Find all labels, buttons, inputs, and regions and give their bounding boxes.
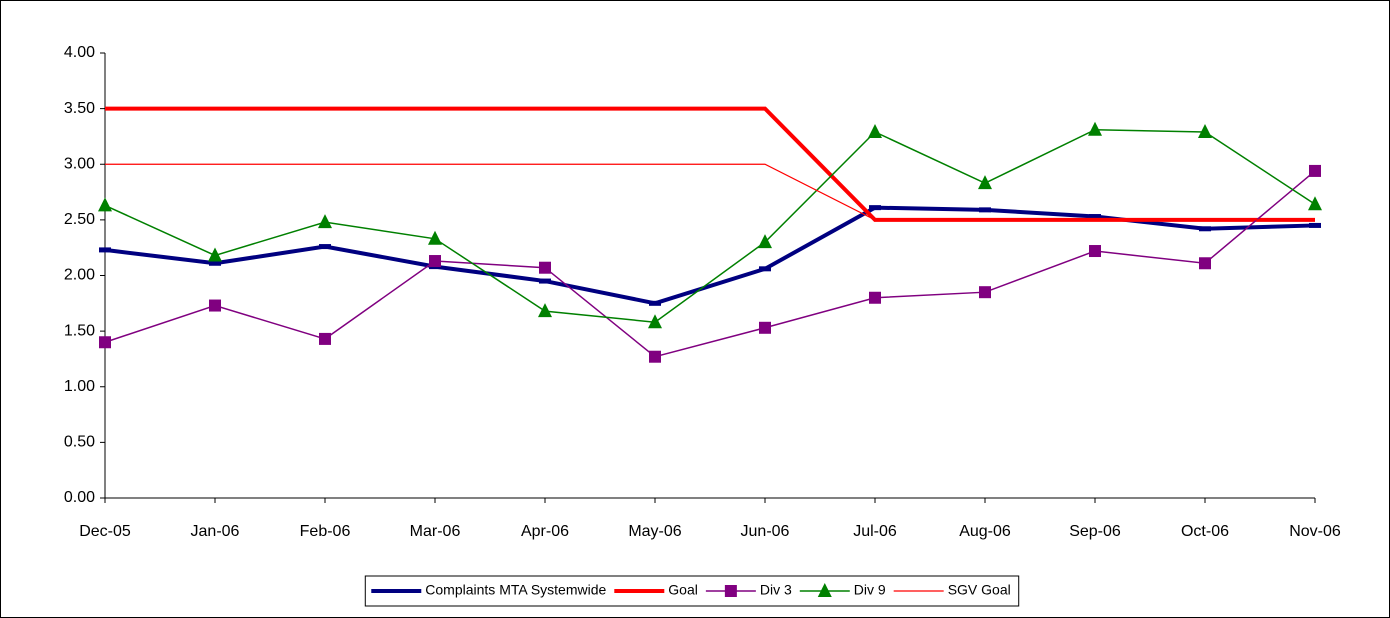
marker	[209, 299, 221, 312]
marker	[1088, 121, 1102, 136]
y-tick-label: 0.00	[64, 489, 95, 506]
marker	[649, 300, 661, 306]
marker	[319, 332, 331, 345]
series-line	[105, 163, 1315, 221]
x-tick-label: Jun-06	[741, 523, 790, 540]
marker	[759, 321, 771, 334]
marker	[1309, 222, 1321, 228]
marker	[869, 291, 881, 304]
x-tick-label: Dec-05	[79, 523, 131, 540]
marker	[99, 247, 111, 253]
legend-label: Goal	[668, 582, 698, 598]
marker	[538, 303, 552, 318]
x-tick-label: Sep-06	[1069, 523, 1121, 540]
marker	[649, 350, 661, 363]
marker	[319, 244, 331, 250]
marker	[1089, 245, 1101, 258]
marker	[724, 585, 737, 597]
marker	[1089, 214, 1101, 220]
marker	[429, 255, 441, 268]
x-tick-label: Apr-06	[521, 523, 569, 540]
marker	[428, 230, 442, 245]
legend-label: Div 3	[760, 582, 792, 598]
y-tick-label: 2.00	[64, 267, 95, 284]
marker	[979, 207, 991, 213]
series-line	[104, 170, 1316, 358]
marker	[318, 214, 332, 229]
x-tick-label: May-06	[628, 523, 681, 540]
marker	[539, 278, 551, 284]
x-tick-label: Mar-06	[410, 523, 461, 540]
marker	[979, 286, 991, 299]
marker	[869, 205, 881, 211]
legend-label: Div 9	[854, 582, 886, 598]
x-tick-label: Feb-06	[300, 523, 351, 540]
y-tick-label: 2.50	[64, 211, 95, 228]
marker	[759, 266, 771, 272]
marker	[817, 583, 832, 597]
x-tick-label: Oct-06	[1181, 523, 1229, 540]
marker	[1309, 164, 1321, 177]
marker	[978, 175, 992, 190]
marker	[868, 123, 882, 138]
marker	[208, 247, 222, 262]
marker	[209, 260, 221, 266]
y-tick-label: 1.50	[64, 322, 95, 339]
marker	[1198, 123, 1212, 138]
x-tick-label: Jul-06	[853, 523, 897, 540]
y-tick-label: 1.00	[64, 378, 95, 395]
series-line	[104, 129, 1316, 324]
marker	[758, 234, 772, 249]
marker	[1199, 226, 1211, 232]
y-tick-label: 4.00	[64, 44, 95, 61]
x-tick-label: Aug-06	[959, 523, 1011, 540]
y-tick-label: 3.50	[64, 100, 95, 117]
legend: Complaints MTA Systemwide Goal Div 3 Div 9 S…	[364, 575, 1020, 607]
marker	[539, 261, 551, 274]
y-tick-label: 3.00	[64, 155, 95, 172]
legend-label: SGV Goal	[948, 582, 1011, 598]
marker	[1199, 257, 1211, 270]
y-tick-label: 0.50	[64, 434, 95, 451]
marker	[648, 314, 662, 329]
legend-label: Complaints MTA Systemwide	[425, 582, 606, 598]
x-tick-label: Jan-06	[191, 523, 240, 540]
x-tick-label: Nov-06	[1289, 523, 1341, 540]
marker	[98, 197, 112, 212]
marker	[1308, 196, 1322, 211]
marker	[99, 336, 111, 349]
